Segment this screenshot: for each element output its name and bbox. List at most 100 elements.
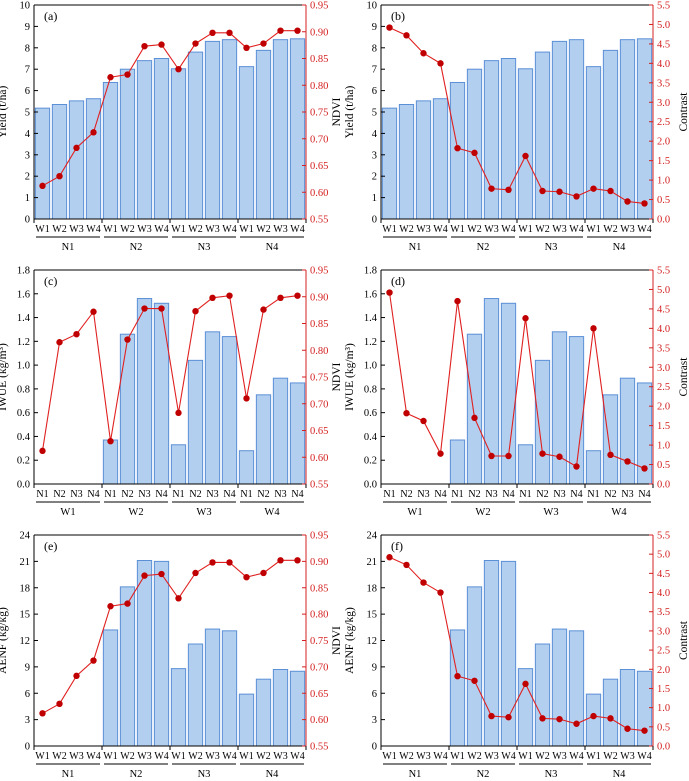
series-marker: [403, 561, 410, 569]
bar: [432, 98, 449, 220]
x-tick-label: W2: [52, 751, 66, 762]
x-tick-label: N4: [291, 489, 303, 500]
bar: [238, 450, 255, 485]
group-label: W4: [264, 507, 280, 518]
series-marker: [90, 308, 97, 315]
x-tick-label: N3: [274, 489, 286, 500]
x-tick-label: N3: [417, 489, 429, 500]
x-tick-label: N2: [257, 489, 269, 500]
x-tick-label: W1: [103, 224, 117, 235]
y-tick-label: 1.0: [17, 361, 30, 372]
x-tick-label: W3: [552, 751, 566, 762]
x-tick-label: W2: [603, 751, 617, 762]
y2-tick-label: 1.0: [657, 176, 670, 187]
y2-tick-label: 0.80: [310, 346, 328, 357]
bar: [238, 693, 255, 747]
y2-tick-label: 3.0: [657, 363, 670, 374]
y-tick-label: 4: [25, 129, 31, 140]
y2-tick-label: 2.5: [657, 117, 670, 128]
x-tick-label: N2: [189, 489, 201, 500]
x-tick-label: W2: [467, 751, 481, 762]
series-marker: [56, 173, 63, 180]
x-tick-label: W4: [222, 751, 236, 762]
panel-label: (a): [44, 9, 57, 23]
y2-tick-label: 4.5: [657, 304, 670, 315]
chart-panel-b: 0 1 2 3 4 5 6 7 8 9 10 0.0 0.5 1.0 1.5 2.0 2.5 3.0 3.5 4.0 4…: [344, 1, 689, 254]
y-tick-label: 0.0: [364, 480, 377, 491]
y2-tick-label: 4.5: [657, 569, 670, 580]
y-axis-title: Yield (t/ha): [0, 85, 9, 138]
y2-tick-label: 0.65: [310, 161, 328, 172]
bar: [272, 669, 289, 747]
y2-tick-label: 0.70: [310, 662, 328, 673]
y2-tick-label: 0.60: [310, 453, 328, 464]
bar: [221, 39, 238, 220]
bar: [255, 394, 272, 485]
series-marker: [488, 452, 495, 460]
group-label: N2: [477, 769, 490, 780]
group-label: N3: [198, 242, 211, 253]
series-marker: [226, 292, 233, 299]
bar: [585, 693, 602, 747]
series-marker: [73, 144, 80, 152]
y2-tick-label: 0.90: [310, 27, 328, 38]
bar: [289, 670, 306, 747]
group-label: W2: [128, 507, 143, 518]
series-marker: [420, 579, 427, 586]
bar: [449, 439, 466, 485]
series-marker: [471, 414, 478, 422]
series-marker: [192, 569, 199, 577]
group-label: N2: [130, 242, 143, 253]
series-marker: [124, 71, 131, 78]
x-tick-label: N3: [485, 489, 497, 500]
y2-tick-label: 0.90: [310, 292, 328, 303]
bar: [449, 629, 466, 747]
x-tick-label: N1: [240, 489, 252, 500]
x-tick-label: W2: [399, 224, 413, 235]
series-marker: [488, 185, 495, 192]
y2-tick-label: 0.5: [657, 460, 670, 471]
x-tick-label: W2: [467, 224, 481, 235]
series-marker: [90, 657, 97, 664]
y-tick-label: 7: [25, 65, 30, 76]
y2-axis-title: Contrast: [678, 92, 689, 132]
x-tick-label: W3: [416, 224, 430, 235]
x-tick-label: W1: [35, 224, 49, 235]
y-tick-label: 9: [372, 662, 377, 673]
y-tick-label: 0.0: [17, 480, 30, 491]
bar: [272, 377, 289, 485]
x-tick-label: N1: [519, 489, 531, 500]
series-marker: [294, 557, 301, 564]
x-tick-label: N1: [587, 489, 599, 500]
x-tick-label: W3: [484, 224, 498, 235]
y2-tick-label: 0.80: [310, 81, 328, 92]
series-marker: [386, 24, 393, 31]
series-marker: [590, 325, 597, 332]
bar: [187, 643, 204, 747]
y2-tick-label: 1.5: [657, 684, 670, 695]
series-marker: [539, 450, 546, 457]
x-tick-label: W4: [637, 224, 651, 235]
y-tick-label: 21: [20, 557, 31, 568]
y-tick-label: 15: [20, 610, 31, 621]
bar: [153, 560, 170, 747]
x-tick-label: W1: [450, 751, 464, 762]
group-label: N3: [198, 769, 211, 780]
x-tick-label: W1: [450, 224, 464, 235]
y2-tick-label: 1.0: [657, 441, 670, 452]
y-tick-label: 10: [20, 1, 31, 12]
y2-tick-label: 0.90: [310, 557, 328, 568]
series-marker: [39, 182, 46, 190]
y2-axis-title: NDVI: [331, 626, 343, 655]
series-marker: [158, 570, 165, 578]
x-tick-label: W1: [382, 224, 396, 235]
y2-tick-label: 2.0: [657, 665, 670, 676]
y2-tick-label: 0.0: [657, 742, 670, 753]
series-marker: [556, 188, 563, 195]
bar: [204, 40, 221, 220]
x-tick-label: N2: [400, 489, 412, 500]
y-tick-label: 9: [372, 22, 377, 33]
series-line: [42, 559, 298, 714]
chart-panel-f: 0 3 6 9 12 15 18 21 24 0.0 0.5 1.0 1.5 2.0 2.5 3.0 3.5 4.…: [344, 531, 689, 781]
y-tick-label: 1.2: [364, 337, 377, 348]
